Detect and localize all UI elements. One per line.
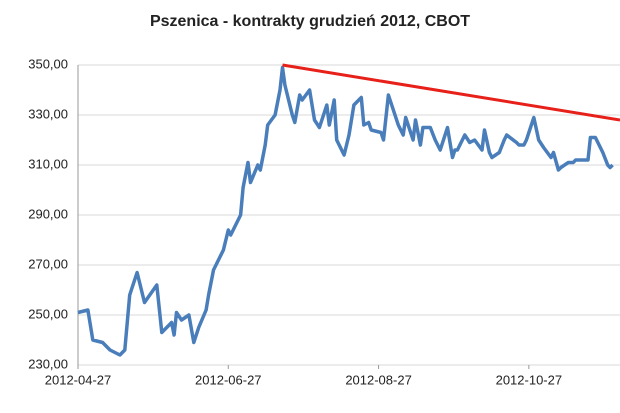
x-tick-label: 2012-08-27: [345, 372, 412, 387]
y-tick-label: 290,00: [28, 206, 68, 221]
data-line: [77, 65, 614, 357]
y-tick-label: 250,00: [28, 306, 68, 321]
x-tick-label: 2012-10-27: [496, 372, 563, 387]
y-tick-label: 350,00: [28, 56, 68, 71]
chart-title: Pszenica - kontrakty grudzień 2012, CBOT: [150, 13, 470, 30]
x-tick-label: 2012-06-27: [195, 372, 262, 387]
trend-line: [282, 63, 620, 122]
y-tick-label: 310,00: [28, 156, 68, 171]
x-tick-label: 2012-04-27: [45, 372, 112, 387]
y-tick-label: 230,00: [28, 356, 68, 371]
y-tick-label: 270,00: [28, 256, 68, 271]
y-tick-label: 330,00: [28, 106, 68, 121]
